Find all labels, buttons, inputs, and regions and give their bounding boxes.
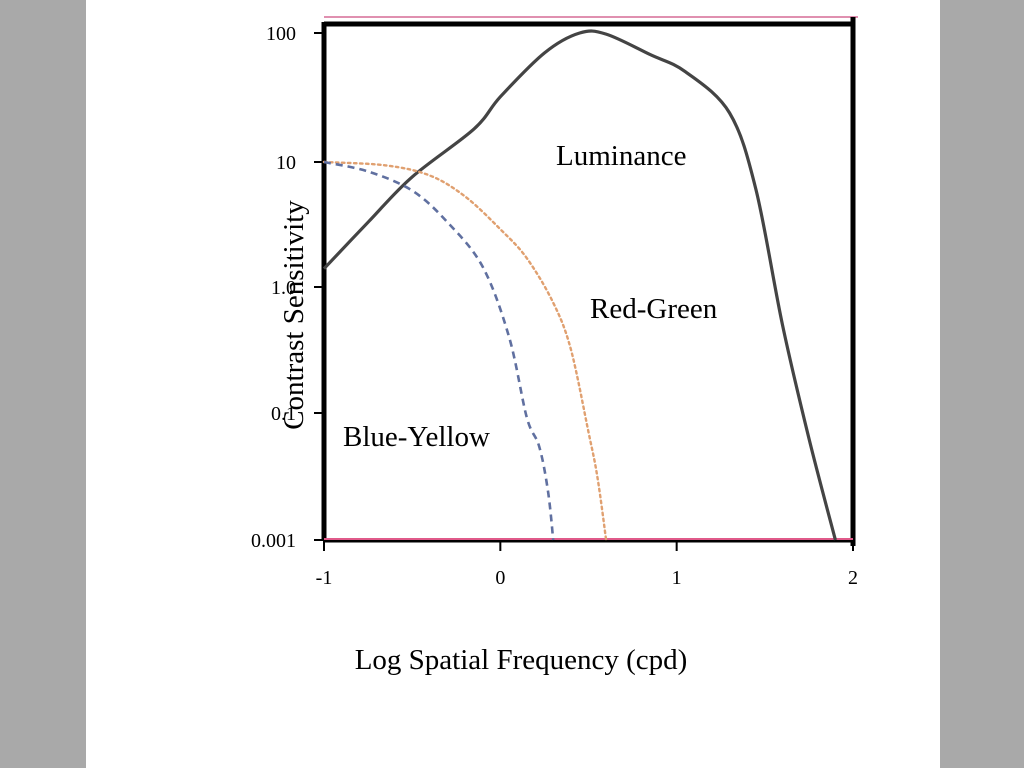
plot-frame xyxy=(321,16,858,546)
y-tick-label: 0.001 xyxy=(251,530,296,552)
y-tick-label: 1.0 xyxy=(271,277,296,299)
luminance-label: Luminance xyxy=(556,140,686,172)
blue-yellow-label: Blue-Yellow xyxy=(343,421,490,453)
luminance-curve xyxy=(322,29,837,541)
y-tick-label: 100 xyxy=(266,23,296,45)
y-tick-label: 0.1 xyxy=(271,403,296,425)
x-tick-label: -1 xyxy=(316,567,333,589)
curve-labels: Luminance Red-Green Blue-Yellow xyxy=(343,140,718,453)
y-tick-label: 10 xyxy=(276,152,296,174)
x-axis-title: Log Spatial Frequency (cpd) xyxy=(355,644,688,676)
blue-yellow-curve xyxy=(323,160,555,541)
red-green-label: Red-Green xyxy=(590,293,718,325)
red-green-curve xyxy=(322,160,608,542)
series-layer xyxy=(322,29,837,542)
x-tick-label: 0 xyxy=(495,567,505,589)
contrast-sensitivity-chart: 0.001 0.1 1.0 10 100 -1 0 1 2 Luminance Red-Gre… xyxy=(251,16,858,676)
x-tick-label: 1 xyxy=(672,567,682,589)
x-tick-label: 2 xyxy=(848,567,858,589)
y-axis-title: Contrast Sensitivity xyxy=(278,200,310,430)
slide-panel: 0.001 0.1 1.0 10 100 -1 0 1 2 Luminance Red-Gre… xyxy=(86,0,940,768)
x-axis-ticks: -1 0 1 2 xyxy=(316,541,858,589)
y-axis-ticks: 0.001 0.1 1.0 10 100 xyxy=(251,23,324,552)
